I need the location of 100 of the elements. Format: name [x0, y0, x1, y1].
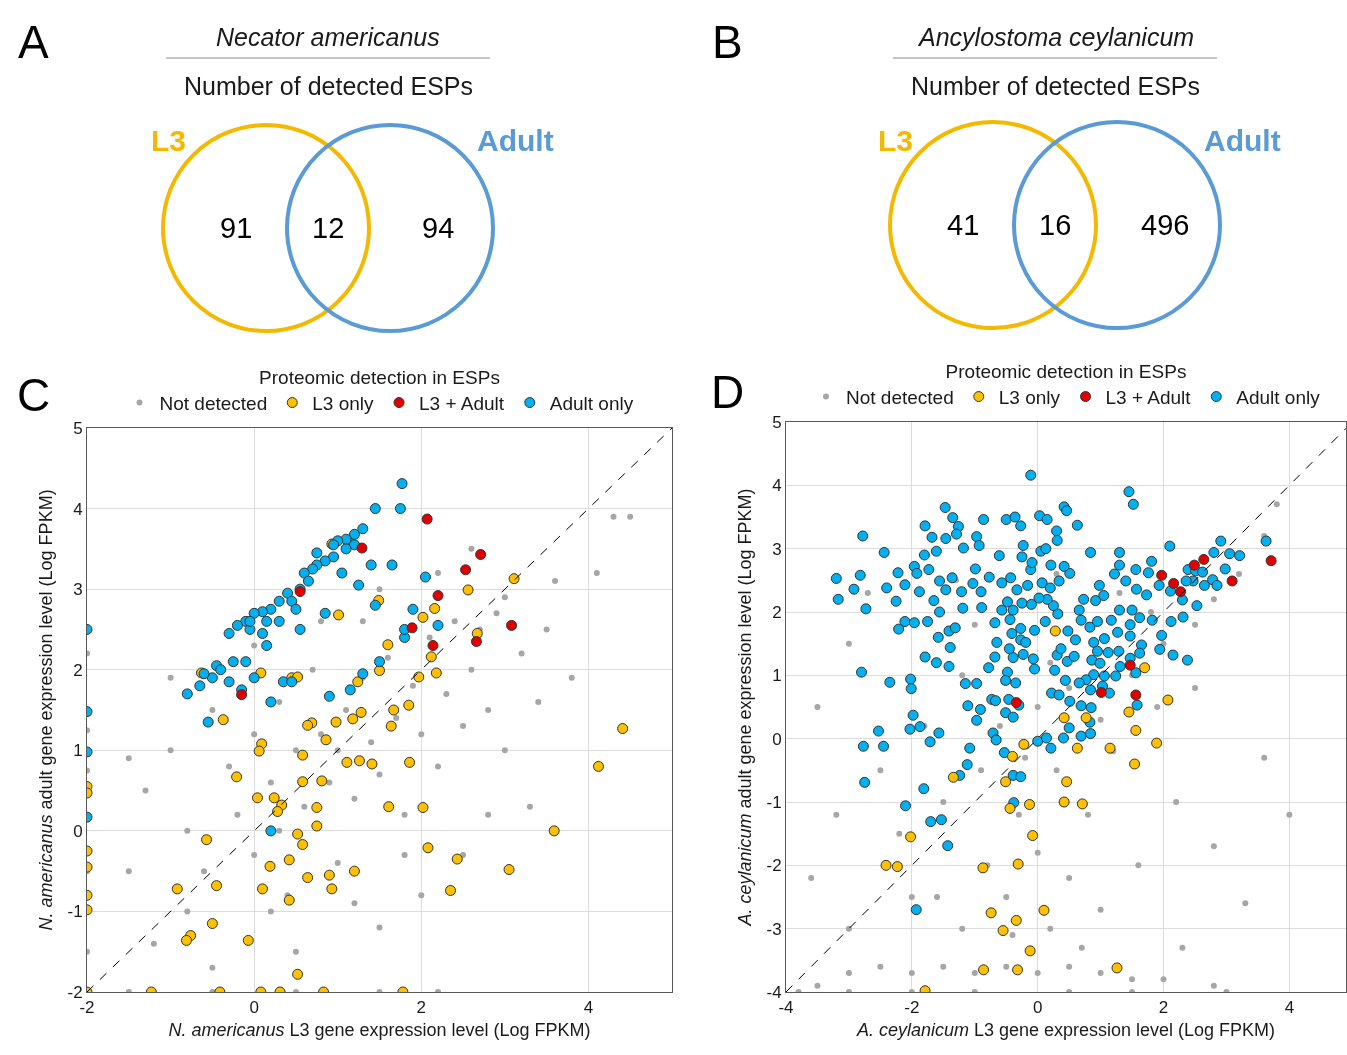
point: [1139, 662, 1151, 674]
point: [1188, 559, 1200, 571]
point: [978, 964, 990, 976]
point: [1058, 796, 1070, 808]
legend-label: Adult only: [1236, 386, 1321, 408]
category-label: Adult: [1204, 124, 1281, 157]
point: [997, 925, 1009, 937]
point: [1130, 689, 1142, 701]
x-tick-label: 2: [416, 998, 427, 1018]
point: [891, 861, 903, 873]
legend-label: L3 + Adult: [419, 392, 505, 414]
y-tick-label: 5: [772, 412, 782, 432]
point: [880, 859, 892, 871]
point: [506, 619, 518, 631]
legend-label: Adult only: [549, 392, 634, 414]
point: [1123, 706, 1135, 718]
point: [1049, 625, 1061, 637]
x-tick-label: 2: [1158, 998, 1169, 1018]
point: [1111, 962, 1123, 974]
point: [1226, 575, 1238, 587]
point: [1080, 712, 1092, 724]
legend-label: L3 only: [312, 392, 375, 414]
point: [356, 542, 368, 554]
point: [432, 590, 444, 602]
y-tick-label: 1: [772, 666, 782, 686]
point: [1004, 802, 1016, 814]
text: Number of detected ESPs: [184, 72, 474, 100]
point: [905, 831, 917, 843]
data-label: 12: [312, 212, 345, 244]
point: [1151, 737, 1163, 749]
point: [1061, 776, 1073, 788]
point: [977, 862, 989, 874]
point: [1265, 555, 1277, 567]
text: A: [18, 16, 49, 68]
y-tick-label: -1: [67, 902, 83, 922]
point: [460, 564, 472, 576]
y-tick-label: 4: [73, 499, 83, 519]
y-tick-label: 3: [73, 580, 83, 600]
text: Ancylostoma ceylanicum: [917, 23, 1195, 51]
point: [1198, 553, 1210, 565]
point: [427, 640, 439, 652]
point: [236, 689, 248, 701]
point: [1038, 904, 1050, 916]
legend-title: Proteomic detection in ESPs: [259, 366, 500, 388]
point: [1104, 742, 1116, 754]
data-label: 94: [422, 212, 455, 244]
y-tick-label: -2: [766, 856, 782, 876]
y-axis-title: N. americanus adult gene expression level (Log FPKM): [35, 489, 56, 931]
y-tick-label: 0: [772, 729, 782, 749]
point: [1129, 758, 1141, 770]
point: [1130, 724, 1142, 736]
point: [1156, 569, 1168, 581]
point: [1027, 830, 1039, 842]
point: [1012, 964, 1024, 976]
x-tick-label: 4: [1284, 998, 1295, 1018]
point: [1124, 659, 1136, 671]
category-label: L3: [151, 124, 187, 157]
point: [475, 549, 487, 560]
text: Necator americanus: [216, 23, 440, 51]
y-tick-label: 0: [73, 821, 83, 841]
y-tick-label: 3: [772, 539, 782, 559]
point: [1168, 578, 1180, 589]
y-tick-label: 1: [73, 741, 83, 761]
point: [1076, 798, 1088, 810]
y-tick-label: -4: [766, 982, 782, 1002]
point: [1010, 914, 1022, 926]
text: Number of detected ESPs: [911, 72, 1201, 100]
point: [1024, 945, 1036, 957]
point: [1095, 686, 1107, 698]
y-tick-label: -3: [766, 919, 782, 939]
text: B: [712, 16, 743, 68]
data-label: 41: [947, 209, 980, 241]
point: [1162, 694, 1174, 706]
y-axis-title: A. ceylanicum adult gene expression level (Log FPKM): [734, 488, 755, 927]
legend-label: L3 + Adult: [1105, 386, 1192, 408]
text: C: [17, 369, 51, 421]
x-tick-label: -2: [904, 998, 920, 1018]
legend-title: Proteomic detection in ESPs: [945, 360, 1187, 382]
point: [1024, 799, 1036, 811]
point: [470, 636, 482, 648]
y-tick-label: 2: [772, 602, 782, 622]
x-tick-label: 0: [249, 998, 259, 1018]
data-label: 16: [1039, 209, 1072, 241]
point: [1007, 750, 1019, 762]
category-label: Adult: [477, 124, 554, 157]
x-axis-title: N. americanus L3 gene expression level (Log FPKM): [168, 1019, 591, 1040]
point: [1012, 858, 1024, 870]
point: [985, 907, 997, 919]
category-label: L3: [878, 124, 914, 157]
y-tick-label: 5: [73, 418, 83, 438]
point: [1018, 738, 1030, 750]
data-label: 91: [220, 212, 253, 244]
point: [1058, 712, 1070, 724]
x-tick-label: 0: [1032, 998, 1043, 1018]
data-label: 496: [1141, 209, 1190, 241]
y-tick-label: -1: [766, 792, 782, 812]
point: [1071, 742, 1083, 754]
point: [1000, 776, 1012, 788]
y-tick-label: 2: [73, 660, 83, 680]
x-tick-label: 4: [583, 998, 594, 1018]
